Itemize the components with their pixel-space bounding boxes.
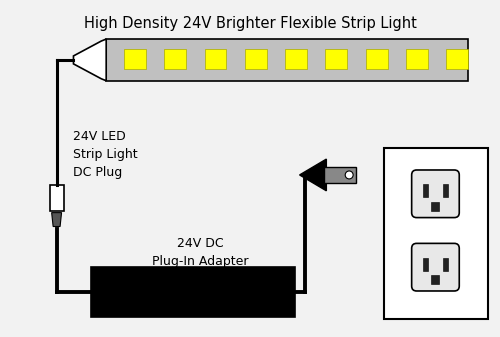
- Bar: [285, 49, 307, 69]
- Bar: [384, 148, 488, 319]
- Text: 24V LED
Strip Light
DC Plug: 24V LED Strip Light DC Plug: [74, 130, 138, 179]
- Bar: [164, 49, 186, 69]
- Bar: [50, 185, 64, 211]
- Bar: [444, 258, 448, 271]
- Bar: [422, 258, 428, 271]
- Bar: [92, 267, 294, 317]
- Polygon shape: [52, 213, 62, 226]
- Circle shape: [345, 171, 353, 179]
- Bar: [245, 49, 266, 69]
- Polygon shape: [74, 39, 106, 81]
- FancyBboxPatch shape: [412, 243, 460, 291]
- Bar: [406, 49, 428, 69]
- Bar: [366, 49, 388, 69]
- Polygon shape: [300, 159, 326, 191]
- FancyBboxPatch shape: [412, 170, 460, 218]
- Bar: [444, 184, 448, 197]
- Bar: [204, 49, 227, 69]
- Bar: [106, 39, 468, 81]
- Text: 24V DC
Plug-In Adapter: 24V DC Plug-In Adapter: [152, 238, 248, 269]
- Bar: [432, 202, 440, 211]
- Bar: [446, 49, 468, 69]
- Bar: [124, 49, 146, 69]
- Bar: [324, 167, 356, 183]
- Bar: [326, 49, 347, 69]
- Bar: [432, 275, 440, 284]
- Bar: [422, 184, 428, 197]
- Text: High Density 24V Brighter Flexible Strip Light: High Density 24V Brighter Flexible Strip…: [84, 16, 416, 31]
